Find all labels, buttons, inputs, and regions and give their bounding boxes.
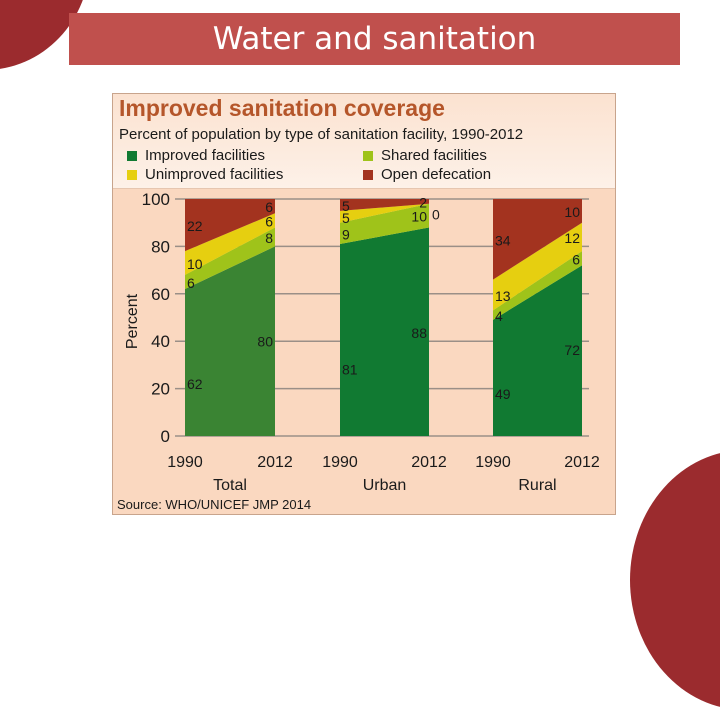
corner-decoration-bottom-right xyxy=(630,450,720,710)
data-label: 80 xyxy=(257,334,273,350)
y-tick-label: 0 xyxy=(161,427,170,446)
data-label: 22 xyxy=(187,218,203,234)
legend-item-improved: Improved facilities xyxy=(127,147,265,164)
data-label: 88 xyxy=(411,325,427,341)
group-label: Rural xyxy=(518,477,556,494)
data-label: 5 xyxy=(342,210,350,226)
x-tick-label: 2012 xyxy=(257,454,293,471)
y-tick-label: 20 xyxy=(151,380,170,399)
data-label: 10 xyxy=(187,256,203,272)
data-label: 62 xyxy=(187,376,203,392)
x-tick-label: 1990 xyxy=(475,454,511,471)
data-label: 6 xyxy=(187,275,195,291)
data-label: 6 xyxy=(265,199,273,215)
legend-item-shared: Shared facilities xyxy=(363,147,487,164)
slide-title-bar: Water and sanitation xyxy=(69,13,680,65)
legend-label: Shared facilities xyxy=(381,147,487,164)
legend-label: Open defecation xyxy=(381,166,492,183)
x-tick-label: 2012 xyxy=(564,454,600,471)
area-total-unimproved-facilities xyxy=(185,213,275,275)
area-total-open-defecation xyxy=(185,199,275,252)
area-total-improved-facilities xyxy=(185,246,275,436)
data-label: 10 xyxy=(411,209,427,225)
slide-title: Water and sanitation xyxy=(212,21,537,57)
legend-item-open-defecation: Open defecation xyxy=(363,166,491,183)
data-label: 34 xyxy=(495,232,511,248)
area-rural-open-defecation xyxy=(493,199,582,280)
group-label: Urban xyxy=(363,477,407,494)
data-label: 72 xyxy=(564,342,580,358)
chart-panel: Improved sanitation coverage Percent of … xyxy=(112,93,616,515)
chart-header: Improved sanitation coverage Percent of … xyxy=(113,94,615,189)
data-label: 9 xyxy=(342,226,350,242)
legend-swatch-unimproved xyxy=(127,169,137,180)
y-tick-label: 100 xyxy=(142,190,170,209)
y-axis-label: Percent xyxy=(124,293,141,349)
data-label: 4 xyxy=(495,308,503,324)
x-tick-label: 1990 xyxy=(167,454,203,471)
data-label: 6 xyxy=(265,213,273,229)
legend-swatch-open-defecation xyxy=(363,169,373,180)
data-label: 5 xyxy=(342,198,350,214)
group-label: Total xyxy=(213,477,247,494)
x-tick-label: 1990 xyxy=(322,454,358,471)
legend-swatch-improved xyxy=(127,150,137,161)
area-total-shared-facilities xyxy=(185,227,275,290)
legend-item-unimproved: Unimproved facilities xyxy=(127,166,283,183)
source-note: Source: WHO/UNICEF JMP 2014 xyxy=(117,497,312,512)
data-label: 2 xyxy=(419,194,427,210)
data-label: 8 xyxy=(265,230,273,246)
legend-swatch-shared xyxy=(363,150,373,161)
area-urban-improved-facilities xyxy=(340,227,429,436)
area-rural-shared-facilities xyxy=(493,251,582,320)
x-tick-label: 2012 xyxy=(411,454,447,471)
data-label: 10 xyxy=(564,204,580,220)
data-label: 81 xyxy=(342,362,358,378)
y-tick-label: 60 xyxy=(151,285,170,304)
area-urban-shared-facilities xyxy=(340,203,429,245)
data-label: 13 xyxy=(495,288,511,304)
data-label: 49 xyxy=(495,386,511,402)
y-tick-label: 80 xyxy=(151,237,170,256)
area-rural-improved-facilities xyxy=(493,265,582,436)
area-urban-open-defecation xyxy=(340,199,429,211)
chart-subtitle: Percent of population by type of sanitat… xyxy=(119,126,524,143)
data-label: 6 xyxy=(572,251,580,267)
area-rural-unimproved-facilities xyxy=(493,222,582,311)
y-tick-label: 40 xyxy=(151,332,170,351)
data-label: 12 xyxy=(564,230,580,246)
chart-title: Improved sanitation coverage xyxy=(119,95,445,121)
data-label: 0 xyxy=(432,207,440,223)
legend-label: Improved facilities xyxy=(145,147,266,164)
legend-label: Unimproved facilities xyxy=(145,166,284,183)
